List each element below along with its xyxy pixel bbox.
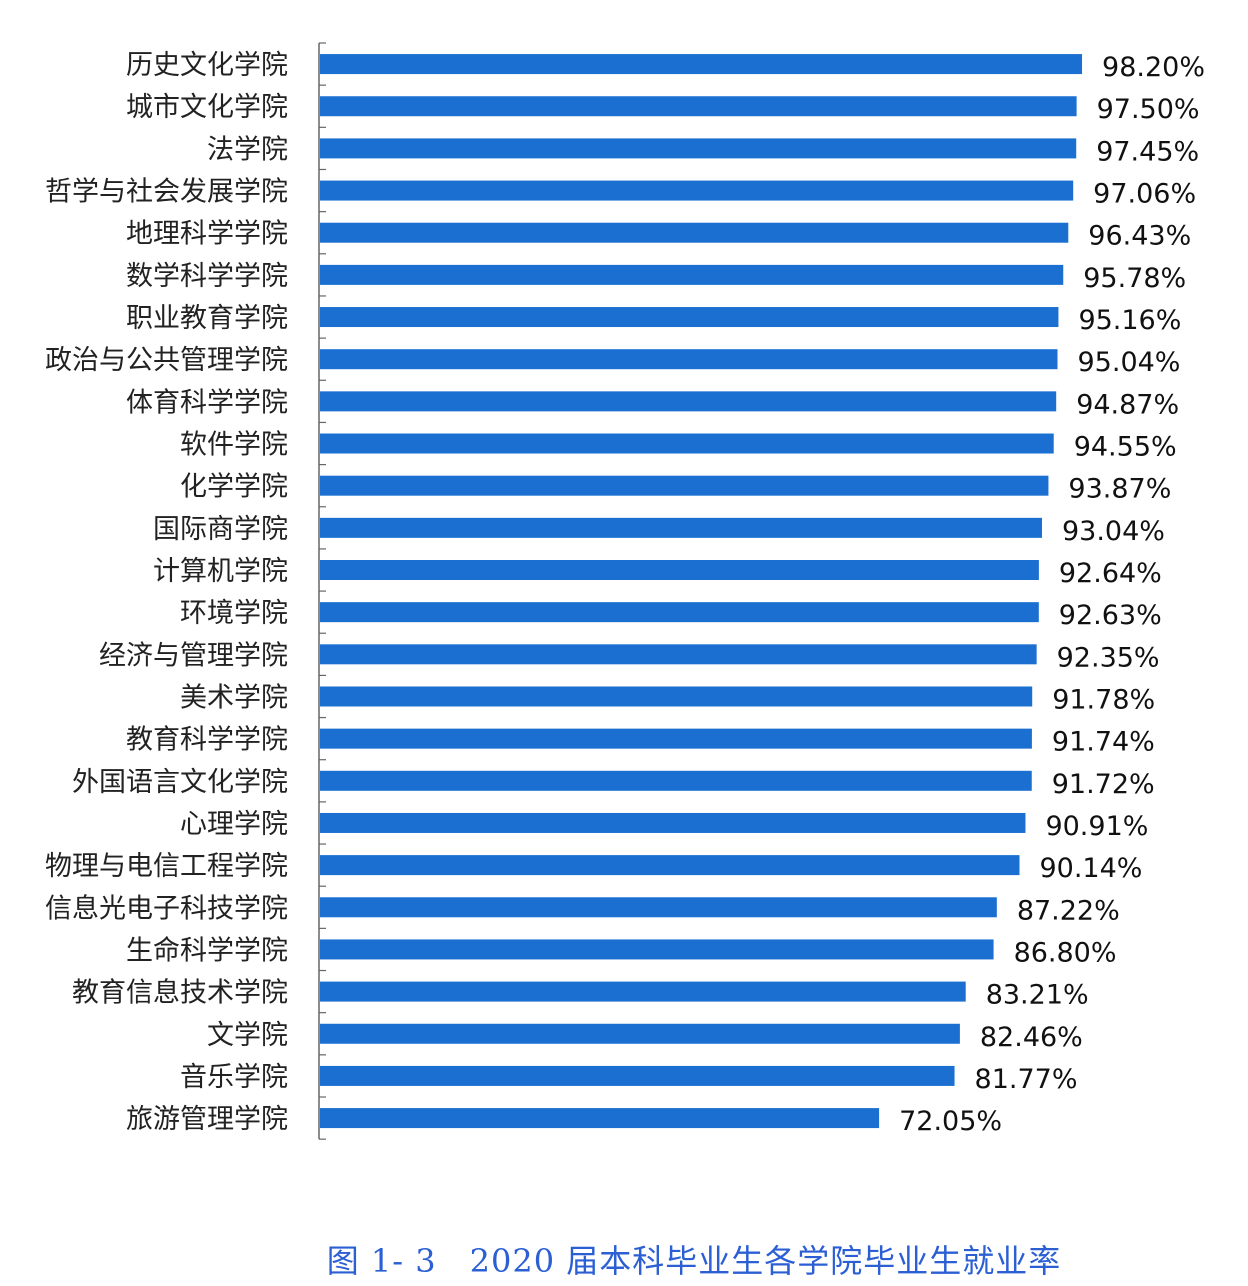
category-label: 生命科学学院 [126, 935, 288, 966]
chart-caption: 图 1- 3 2020 届本科毕业生各学院毕业生就业率 [326, 1242, 1062, 1280]
bar [320, 812, 1026, 833]
bar [320, 180, 1074, 201]
bar [320, 54, 1083, 75]
bar [320, 96, 1077, 117]
category-label: 教育科学学院 [126, 725, 288, 756]
bar [320, 560, 1039, 580]
bar [320, 138, 1077, 159]
data-label: 91.72% [1052, 769, 1155, 800]
bar [320, 770, 1032, 791]
data-label: 93.04% [1062, 516, 1165, 547]
bar [320, 644, 1037, 665]
data-label: 87.22% [1017, 895, 1120, 926]
category-label: 心理学院 [180, 809, 288, 840]
data-label: 95.78% [1083, 263, 1186, 294]
category-label: 体育科学学院 [126, 387, 288, 418]
category-label: 旅游管理学院 [126, 1104, 288, 1135]
category-label: 软件学院 [180, 430, 288, 461]
data-label: 91.78% [1052, 684, 1155, 715]
category-label: 城市文化学院 [126, 92, 288, 123]
bar [320, 307, 1059, 328]
bar [320, 1108, 880, 1129]
data-label: 92.63% [1059, 600, 1162, 631]
category-label: 历史文化学院 [126, 50, 288, 81]
data-label: 97.45% [1096, 136, 1199, 167]
bar [320, 391, 1057, 412]
data-label: 86.80% [1014, 937, 1117, 968]
category-label: 哲学与社会发展学院 [45, 177, 288, 208]
category-label: 职业教育学院 [126, 303, 288, 334]
bar [320, 939, 994, 960]
bar [320, 897, 997, 918]
category-label: 美术学院 [180, 682, 288, 713]
category-label: 文学院 [207, 1020, 288, 1051]
bar [320, 981, 966, 1002]
bar [320, 349, 1058, 370]
category-label: 教育信息技术学院 [72, 978, 288, 1009]
data-label: 72.05% [899, 1106, 1002, 1137]
data-label: 90.14% [1039, 853, 1142, 884]
category-label: 地理科学学院 [126, 219, 288, 250]
data-label: 90.91% [1045, 811, 1148, 842]
bar [320, 728, 1032, 749]
data-label: 91.74% [1052, 727, 1155, 758]
bar [320, 222, 1069, 243]
bar [320, 855, 1020, 876]
data-label: 95.16% [1078, 305, 1181, 336]
bar [320, 602, 1039, 623]
category-label: 国际商学院 [153, 514, 288, 545]
category-label: 数学科学学院 [126, 261, 288, 292]
bar [320, 686, 1033, 707]
bar-chart: 历史文化学院 98.20% 城市文化学院 97.50% 法学院 97.45% 哲学与社会发展… [45, 42, 1205, 1140]
data-label: 83.21% [986, 980, 1089, 1011]
data-label: 92.64% [1059, 558, 1162, 589]
category-label: 化学学院 [180, 472, 288, 503]
data-label: 97.50% [1097, 94, 1200, 125]
data-label: 94.87% [1076, 389, 1179, 420]
data-label: 81.77% [975, 1064, 1078, 1095]
data-label: 95.04% [1078, 347, 1181, 378]
category-label: 物理与电信工程学院 [45, 851, 288, 882]
bar [320, 433, 1054, 454]
data-label: 96.43% [1088, 221, 1191, 252]
category-label: 法学院 [207, 134, 288, 165]
data-label: 92.35% [1057, 642, 1160, 673]
bar [320, 1065, 955, 1086]
category-label: 经济与管理学院 [99, 640, 288, 671]
bar [320, 475, 1049, 496]
data-label: 98.20% [1102, 52, 1205, 83]
bar [320, 517, 1042, 538]
data-label: 94.55% [1074, 432, 1177, 463]
data-label: 93.87% [1068, 474, 1171, 505]
data-label: 97.06% [1093, 179, 1196, 210]
bar [320, 264, 1064, 285]
category-label: 音乐学院 [180, 1062, 288, 1093]
data-label: 82.46% [980, 1022, 1083, 1053]
category-label: 政治与公共管理学院 [45, 345, 288, 376]
category-label: 环境学院 [180, 598, 288, 629]
category-label: 信息光电子科技学院 [45, 893, 288, 924]
category-label: 外国语言文化学院 [72, 767, 288, 798]
category-label: 计算机学院 [153, 556, 288, 587]
bar [320, 1023, 960, 1044]
